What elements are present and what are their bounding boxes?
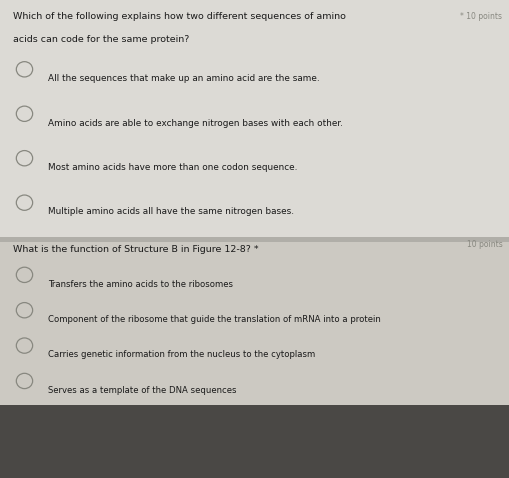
Bar (0, 237, 509, 242)
Text: Multiple amino acids all have the same nitrogen bases.: Multiple amino acids all have the same n… (48, 207, 294, 217)
Text: Carries genetic information from the nucleus to the cytoplasm: Carries genetic information from the nuc… (48, 350, 315, 359)
Text: All the sequences that make up an amino acid are the same.: All the sequences that make up an amino … (48, 74, 320, 83)
Text: Most amino acids have more than one codon sequence.: Most amino acids have more than one codo… (48, 163, 297, 172)
Text: Component of the ribosome that guide the translation of mRNA into a protein: Component of the ribosome that guide the… (48, 315, 380, 324)
Text: What is the function of Structure B in Figure 12-8? *: What is the function of Structure B in F… (13, 245, 258, 254)
Bar (0, 242, 509, 405)
Text: * 10 points: * 10 points (460, 12, 501, 21)
Bar (0, 405, 509, 478)
Text: 10 points: 10 points (466, 240, 501, 249)
Text: Which of the following explains how two different sequences of amino: Which of the following explains how two … (13, 12, 345, 21)
Text: Transfers the amino acids to the ribosomes: Transfers the amino acids to the ribosom… (48, 280, 233, 289)
Text: Serves as a template of the DNA sequences: Serves as a template of the DNA sequence… (48, 386, 237, 395)
Text: Amino acids are able to exchange nitrogen bases with each other.: Amino acids are able to exchange nitroge… (48, 119, 343, 128)
Text: acids can code for the same protein?: acids can code for the same protein? (13, 35, 189, 44)
Bar (0, 0, 509, 237)
